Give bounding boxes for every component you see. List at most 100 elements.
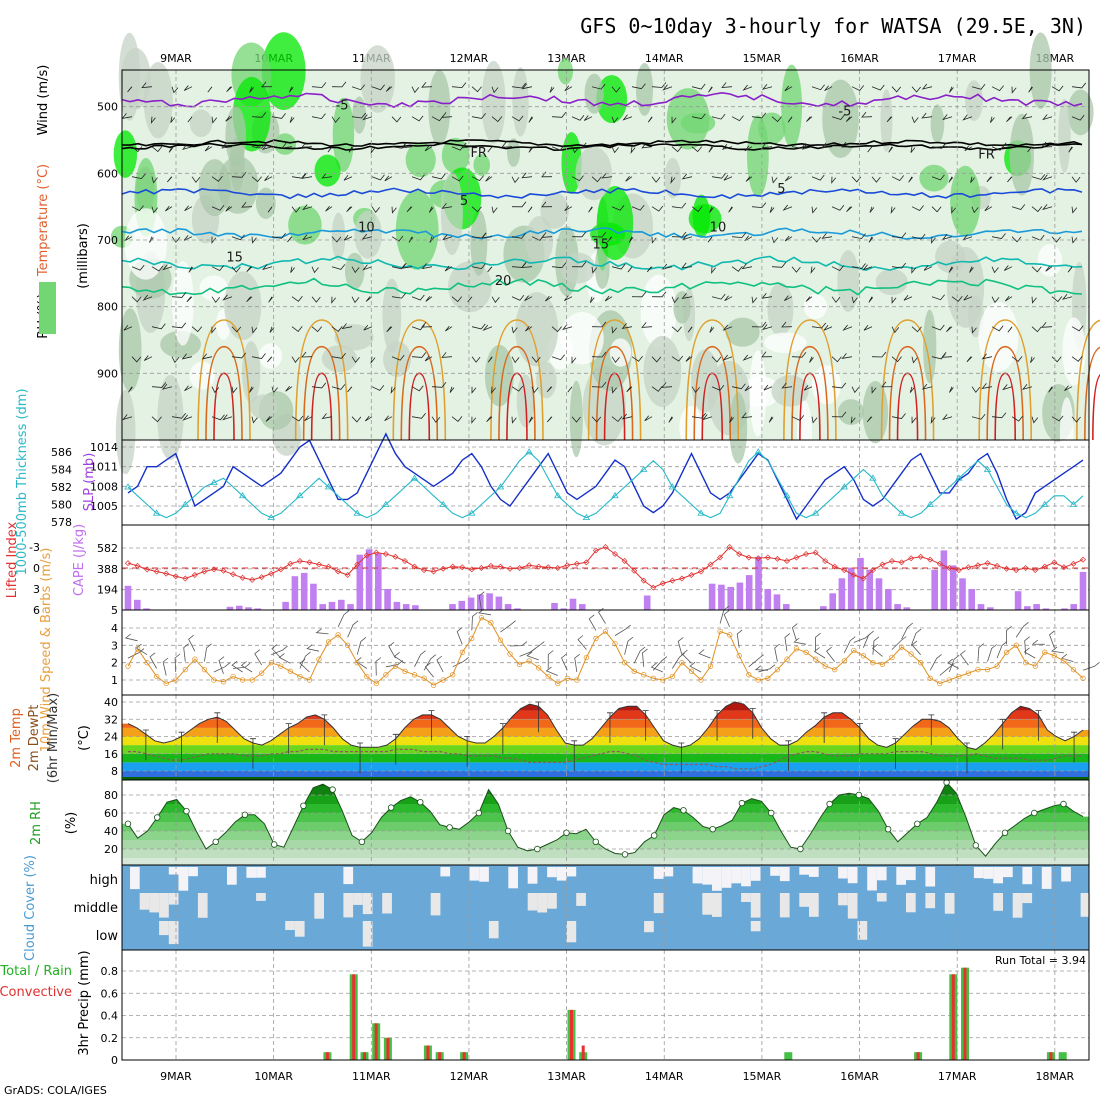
wind-barb xyxy=(745,176,753,182)
wind-barb xyxy=(271,644,282,659)
x-tick-label-top: 17MAR xyxy=(938,52,977,65)
cloud-gap-block xyxy=(343,893,354,918)
wind-barb xyxy=(991,85,1004,92)
wind-barb xyxy=(351,266,360,274)
wind-barb xyxy=(188,266,194,273)
rh-blob xyxy=(124,208,167,280)
rh-blob xyxy=(767,282,794,337)
y-axis-unit-rh: (%) xyxy=(64,812,79,835)
wind-barb xyxy=(222,294,233,301)
surface-temp-contour xyxy=(1092,373,1100,441)
wind-barb xyxy=(363,324,373,331)
wind-barb xyxy=(963,294,973,301)
y-axis-label-cloud: Cloud Cover (%) xyxy=(23,855,38,961)
wind-speed-marker xyxy=(545,673,551,680)
wind-barb xyxy=(143,355,153,361)
wind-barb xyxy=(729,416,734,423)
contour-label: 5 xyxy=(777,182,785,197)
wind-speed-marker xyxy=(727,632,733,638)
temp-minmax-bar xyxy=(464,736,471,767)
wind-barb xyxy=(1051,646,1064,654)
wind-barb xyxy=(151,323,166,330)
rh-blob xyxy=(673,291,691,324)
wind-barb xyxy=(267,206,273,213)
wind-barb xyxy=(681,262,693,269)
lifted-index-marker xyxy=(401,558,408,564)
wind-barb xyxy=(911,205,924,212)
wind-barb xyxy=(222,414,233,421)
wind-barb xyxy=(791,351,807,358)
wind-speed-marker xyxy=(812,656,819,662)
wind-barb xyxy=(751,202,767,209)
wind-barb xyxy=(131,356,142,363)
wind-barb xyxy=(971,413,986,420)
wind-barb xyxy=(1071,206,1078,214)
wind-barb xyxy=(1068,146,1073,153)
wind-barb xyxy=(291,206,301,213)
wind-barb xyxy=(741,412,753,419)
wind-barb xyxy=(1042,174,1053,181)
rh-marker xyxy=(797,845,804,853)
cape-bar xyxy=(949,565,957,610)
wind-barb xyxy=(411,413,426,419)
wind-barb xyxy=(211,116,218,124)
thickness-marker xyxy=(238,491,247,499)
wind-barb xyxy=(211,296,221,303)
y-tick-label: 0 xyxy=(33,562,40,575)
rh-blob xyxy=(440,172,463,255)
lifted-index-marker xyxy=(182,575,189,582)
wind-speed-marker xyxy=(755,677,761,683)
lifted-index-marker xyxy=(1003,565,1010,572)
cloud-gap-block xyxy=(168,867,179,875)
wind-barb xyxy=(449,386,455,393)
cape-bar xyxy=(1070,604,1077,610)
wind-barb xyxy=(541,232,553,238)
wind-speed-marker xyxy=(956,673,962,680)
y-tick-label: 16 xyxy=(104,748,118,761)
wind-barb xyxy=(611,326,618,334)
wind-speed-marker xyxy=(593,635,599,642)
wind-barb xyxy=(251,112,267,118)
temp-minmax-bar xyxy=(856,723,863,754)
y-tick-label: 700 xyxy=(97,234,118,247)
wind-speed-marker xyxy=(803,649,809,655)
wind-speed-marker xyxy=(373,680,379,687)
wind-barb xyxy=(471,175,484,182)
cape-bar xyxy=(282,601,289,610)
wind-barb xyxy=(551,354,565,361)
y-tick-label: 580 xyxy=(51,499,72,512)
rh-blob xyxy=(781,64,803,148)
lifted-index-marker xyxy=(134,562,141,569)
wind-barb xyxy=(891,175,905,182)
wind-barb xyxy=(911,116,919,124)
y-tick-label: 582 xyxy=(51,481,72,494)
wind-barb xyxy=(761,292,773,299)
wind-barb xyxy=(1031,266,1042,273)
wind-barb xyxy=(921,112,933,119)
wind-barb xyxy=(393,651,406,664)
lifted-index-marker xyxy=(210,566,217,573)
cape-bar xyxy=(866,569,873,610)
wind-barb xyxy=(411,352,427,358)
wind-barb xyxy=(564,85,573,92)
rh-marker xyxy=(592,838,599,845)
rh-blob xyxy=(880,89,893,152)
wind-speed-marker xyxy=(736,653,742,659)
cape-bar xyxy=(959,578,966,610)
temp-minmax-bar xyxy=(214,712,221,743)
cape-bar xyxy=(504,604,512,610)
wind-speed-marker xyxy=(621,660,628,666)
wind-barb xyxy=(851,296,858,304)
wind-speed-marker xyxy=(1013,642,1019,648)
thickness-marker xyxy=(152,509,161,516)
wind-barb xyxy=(281,142,293,149)
wind-barb xyxy=(949,86,954,93)
wind-barb xyxy=(564,205,573,212)
wind-barb xyxy=(290,266,295,273)
wind-speed-marker xyxy=(488,620,494,626)
wind-barb xyxy=(311,113,326,120)
cloud-gap-block xyxy=(712,893,722,917)
wind-barb xyxy=(951,206,957,214)
rh-marker xyxy=(212,838,219,845)
y-tick-label: 0.8 xyxy=(101,965,119,978)
